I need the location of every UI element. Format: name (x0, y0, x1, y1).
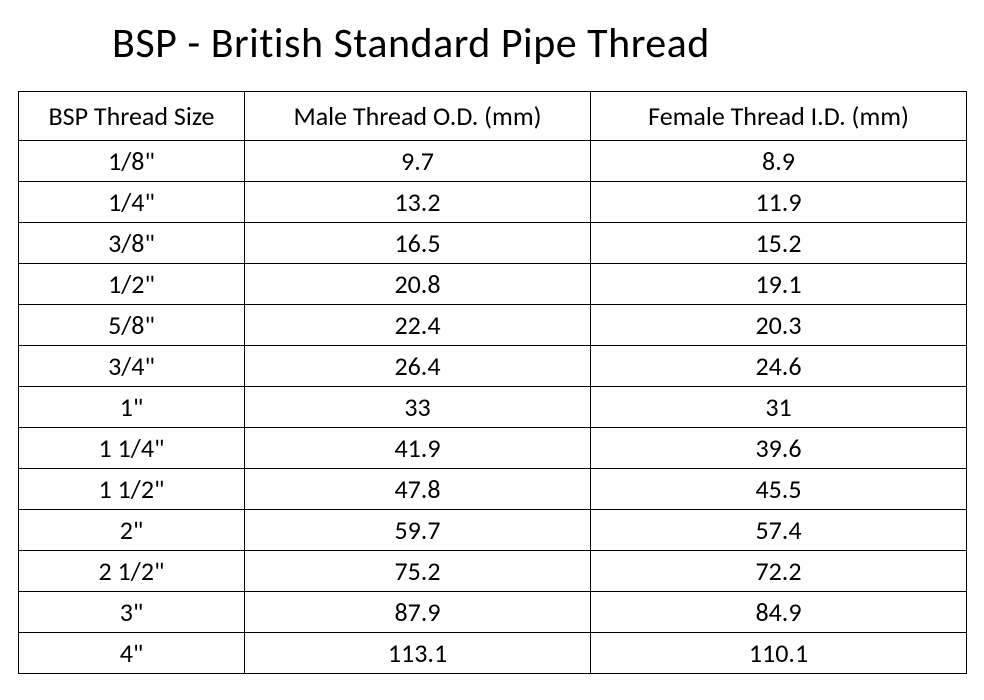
table-row: 2" 59.7 57.4 (19, 510, 967, 551)
table-row: 1/2" 20.8 19.1 (19, 264, 967, 305)
cell-size: 1" (19, 387, 245, 428)
cell-female-id: 84.9 (591, 592, 967, 633)
cell-female-id: 20.3 (591, 305, 967, 346)
cell-female-id: 8.9 (591, 141, 967, 182)
cell-size: 1/8" (19, 141, 245, 182)
cell-size: 1/4" (19, 182, 245, 223)
cell-size: 3/8" (19, 223, 245, 264)
table-row: 3/8" 16.5 15.2 (19, 223, 967, 264)
col-header-male-od: Male Thread O.D. (mm) (245, 92, 591, 141)
cell-female-id: 57.4 (591, 510, 967, 551)
table-row: 1/4" 13.2 11.9 (19, 182, 967, 223)
cell-female-id: 19.1 (591, 264, 967, 305)
cell-female-id: 24.6 (591, 346, 967, 387)
cell-size: 5/8" (19, 305, 245, 346)
table-row: 1/8" 9.7 8.9 (19, 141, 967, 182)
cell-size: 2 1/2" (19, 551, 245, 592)
cell-male-od: 9.7 (245, 141, 591, 182)
table-row: 4" 113.1 110.1 (19, 633, 967, 674)
cell-male-od: 33 (245, 387, 591, 428)
cell-size: 2" (19, 510, 245, 551)
cell-size: 4" (19, 633, 245, 674)
cell-female-id: 11.9 (591, 182, 967, 223)
table-row: 1 1/2" 47.8 45.5 (19, 469, 967, 510)
table-row: 3" 87.9 84.9 (19, 592, 967, 633)
cell-female-id: 72.2 (591, 551, 967, 592)
cell-male-od: 22.4 (245, 305, 591, 346)
cell-male-od: 16.5 (245, 223, 591, 264)
cell-female-id: 45.5 (591, 469, 967, 510)
cell-male-od: 47.8 (245, 469, 591, 510)
cell-size: 3" (19, 592, 245, 633)
cell-size: 1 1/4" (19, 428, 245, 469)
cell-size: 1 1/2" (19, 469, 245, 510)
cell-male-od: 13.2 (245, 182, 591, 223)
col-header-size: BSP Thread Size (19, 92, 245, 141)
cell-male-od: 59.7 (245, 510, 591, 551)
cell-male-od: 113.1 (245, 633, 591, 674)
bsp-thread-table: BSP Thread Size Male Thread O.D. (mm) Fe… (18, 91, 967, 674)
cell-size: 1/2" (19, 264, 245, 305)
table-row: 2 1/2" 75.2 72.2 (19, 551, 967, 592)
table-row: 3/4" 26.4 24.6 (19, 346, 967, 387)
cell-male-od: 87.9 (245, 592, 591, 633)
cell-female-id: 39.6 (591, 428, 967, 469)
cell-size: 3/4" (19, 346, 245, 387)
col-header-female-id: Female Thread I.D. (mm) (591, 92, 967, 141)
cell-male-od: 41.9 (245, 428, 591, 469)
table-header-row: BSP Thread Size Male Thread O.D. (mm) Fe… (19, 92, 967, 141)
cell-male-od: 26.4 (245, 346, 591, 387)
table-row: 1 1/4" 41.9 39.6 (19, 428, 967, 469)
cell-male-od: 75.2 (245, 551, 591, 592)
cell-female-id: 31 (591, 387, 967, 428)
page-title: BSP - British Standard Pipe Thread (0, 0, 984, 91)
cell-male-od: 20.8 (245, 264, 591, 305)
cell-female-id: 15.2 (591, 223, 967, 264)
table-row: 5/8" 22.4 20.3 (19, 305, 967, 346)
cell-female-id: 110.1 (591, 633, 967, 674)
table-row: 1" 33 31 (19, 387, 967, 428)
